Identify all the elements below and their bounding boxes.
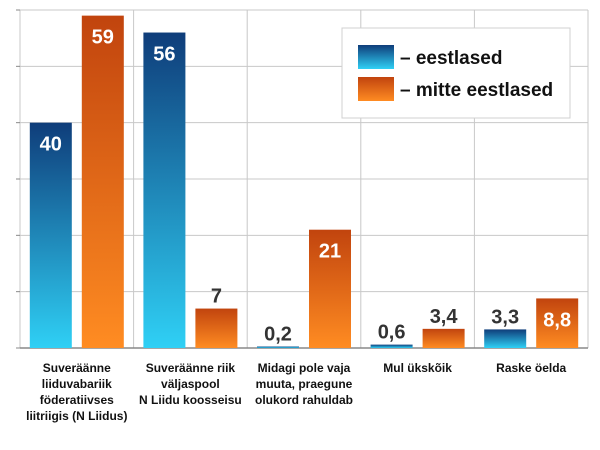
bar-s1-c5 [484, 329, 527, 348]
bar-s2-c2 [195, 308, 238, 348]
bar-s2-c1 [81, 15, 124, 349]
legend-label-2: – mitte eestlased [400, 80, 553, 101]
legend-box [341, 27, 571, 119]
value-label-s1-c4: 0,6 [378, 322, 406, 344]
bar-s2-c4 [422, 328, 465, 348]
category-label-3: Midagi pole vaja muuta, praegune olukord r… [255, 361, 353, 407]
legend-swatch-2 [358, 77, 394, 101]
value-label-s2-c2: 7 [211, 286, 222, 308]
bar-s1-c2 [143, 32, 186, 349]
value-label-s1-c5: 3,3 [491, 306, 519, 328]
value-label-s1-c2: 56 [153, 44, 175, 66]
bar-s2-c3 [309, 229, 351, 348]
value-label-s1-c1: 40 [40, 134, 62, 156]
value-label-s2-c5: 8,8 [543, 309, 571, 331]
category-label-5: Raske öelda [496, 361, 566, 375]
legend-swatch-1 [358, 45, 394, 69]
value-label-s1-c3: 0,2 [264, 324, 292, 346]
legend-label-1: – eestlased [400, 48, 502, 69]
bars [29, 15, 579, 349]
bar-s1-c3 [257, 346, 299, 348]
category-label-1: Suveräänne liiduvabariik föderatiivses liit… [26, 361, 127, 423]
legend: – eestlased – mitte eestlased [341, 27, 571, 119]
bar-s1-c4 [370, 344, 413, 348]
value-label-s2-c3: 21 [319, 241, 341, 263]
value-labels: 40 56 0,2 0,6 3,3 59 7 21 3,4 8,8 [40, 27, 571, 346]
bar-s1-c1 [29, 122, 72, 349]
category-label-2: Suveräänne riik väljaspool N Liidu koossei… [139, 361, 242, 407]
value-label-s2-c1: 59 [92, 27, 114, 49]
value-label-s2-c4: 3,4 [430, 306, 459, 328]
bar-s2-c5 [536, 298, 579, 348]
category-labels: Suveräänne liiduvabariik föderatiivses liit… [26, 361, 566, 423]
category-label-4: Mul ükskõik [383, 361, 452, 375]
